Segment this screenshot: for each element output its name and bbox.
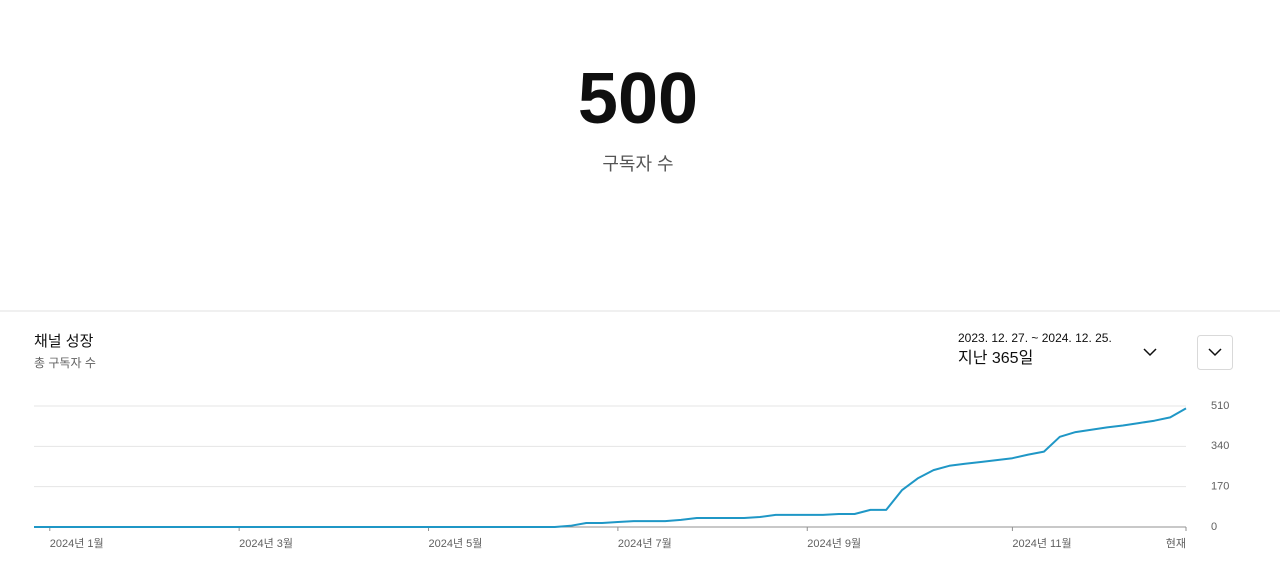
date-range: 2023. 12. 27. ~ 2024. 12. 25. [958,331,1112,345]
x-tick-label: 2024년 1월 [50,537,104,550]
y-tick-label: 340 [1211,440,1229,452]
card-title: 채널 성장 [34,333,94,350]
x-tick-label: 2024년 11월 [1012,537,1071,550]
period: 지난 365일 [958,349,1033,367]
y-tick-label: 170 [1211,481,1229,493]
x-tick-label: 2024년 7월 [618,537,672,550]
chevron-icon [1143,348,1157,357]
menu-button[interactable] [1197,335,1233,370]
button-box [1197,335,1233,370]
y-tick-label: 510 [1211,400,1229,412]
x-tick-label: 2024년 5월 [429,537,483,550]
subscriber-label: 구독자 수 [602,154,673,174]
y-tick-label: 0 [1211,521,1217,533]
card-subtitle: 총 구독자 수 [34,356,96,370]
chevron-icon [1208,348,1222,357]
date-picker[interactable]: 2023. 12. 27. ~ 2024. 12. 25. 지난 365일 [958,331,1157,367]
x-tick-label: 2024년 3월 [239,537,293,550]
subscriber-count: 500 [578,59,698,139]
subscriber-line [34,407,1187,528]
x-tick-label: 2024년 9월 [807,537,861,550]
x-tick-label: 현재 [1166,537,1186,550]
